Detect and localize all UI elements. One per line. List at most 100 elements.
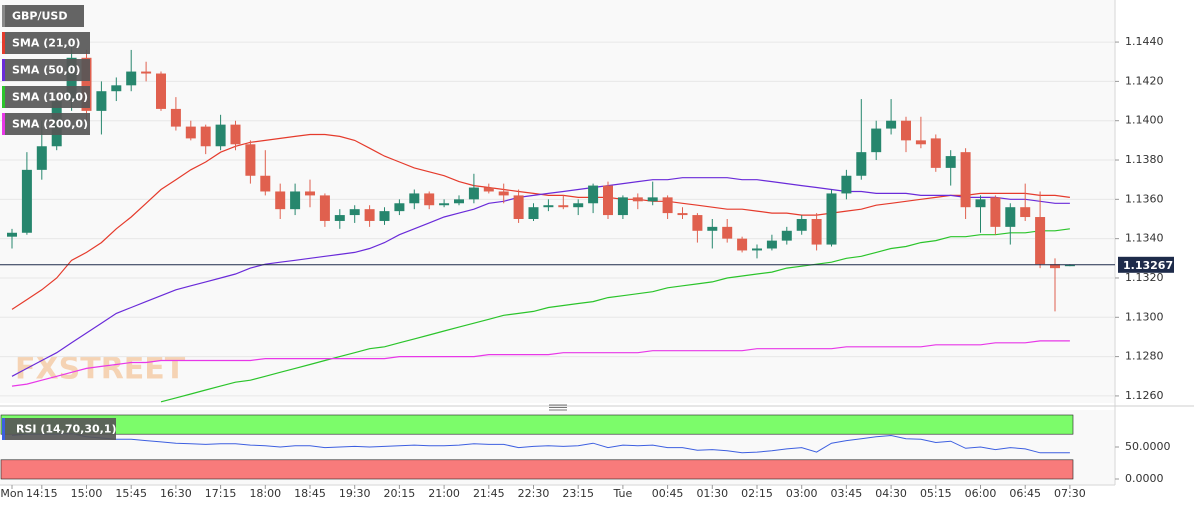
candle-body xyxy=(856,152,867,176)
candle-body xyxy=(781,230,792,241)
x-tick-label: 19:30 xyxy=(339,487,371,500)
x-tick-label: 22:30 xyxy=(518,487,550,500)
candle-body xyxy=(662,197,673,214)
candle-body xyxy=(558,205,569,208)
y-tick-label: 1.1260 xyxy=(1125,389,1164,402)
candle-body xyxy=(960,152,971,208)
candle-body xyxy=(617,197,628,216)
x-tick-label: 03:45 xyxy=(831,487,863,500)
candle-body xyxy=(841,175,852,194)
x-tick-label: 21:45 xyxy=(473,487,505,500)
candle-body xyxy=(707,226,718,231)
legend-swatch xyxy=(2,5,5,27)
candle-body xyxy=(245,144,256,176)
candle-body xyxy=(290,191,301,210)
candle-body xyxy=(945,156,956,168)
x-tick-label: 17:15 xyxy=(205,487,237,500)
rsi-marks xyxy=(11,433,1070,454)
candle-body xyxy=(826,193,837,245)
y-tick-label: 1.1300 xyxy=(1125,310,1164,323)
candle-body xyxy=(200,126,211,147)
grid xyxy=(0,41,1115,397)
candle-body xyxy=(573,203,584,208)
y-tick-label: 1.1380 xyxy=(1125,153,1164,166)
watermark: FXSTREET xyxy=(15,352,186,387)
candle-body xyxy=(871,128,882,153)
x-tick-label: 00:45 xyxy=(652,487,684,500)
x-tick-label: 07:30 xyxy=(1054,487,1086,500)
candle-body xyxy=(275,191,286,210)
candle-body xyxy=(886,120,897,129)
x-tick-label: 03:00 xyxy=(786,487,818,500)
x-tick-label: 14:15 xyxy=(26,487,58,500)
x-tick-label: 06:45 xyxy=(1009,487,1041,500)
candle-body xyxy=(930,138,941,168)
candle-body xyxy=(737,238,748,251)
x-tick-label: Tue xyxy=(613,487,633,500)
candle-body xyxy=(722,226,733,239)
last-price-label: 1.13267 xyxy=(1123,259,1173,272)
y-tick-label: 1.1360 xyxy=(1125,192,1164,205)
candle-body xyxy=(394,203,405,212)
candle-body xyxy=(692,215,703,231)
candle-body xyxy=(1005,207,1016,227)
candle-body xyxy=(21,169,32,233)
overbought-band xyxy=(0,414,1074,435)
candle-body xyxy=(439,203,450,206)
legend-label: RSI (14,70,30,1) xyxy=(16,423,116,436)
y-tick-label: 0.0000 xyxy=(1125,472,1164,485)
candle-body xyxy=(498,191,509,196)
separator-handle xyxy=(549,404,567,411)
candle-body xyxy=(632,197,643,202)
x-tick-label: 15:00 xyxy=(71,487,103,500)
candle-body xyxy=(170,108,181,127)
candle-body xyxy=(364,209,375,221)
candle-body xyxy=(111,85,122,92)
x-tick-label: 23:15 xyxy=(562,487,594,500)
legend-box xyxy=(2,86,90,108)
y-tick-label: 1.1420 xyxy=(1125,74,1164,87)
x-tick-label: 20:15 xyxy=(384,487,416,500)
candle-body xyxy=(752,248,762,251)
candle-body xyxy=(81,57,92,111)
candle-body xyxy=(409,193,420,204)
candle-body xyxy=(230,124,241,145)
candle-body xyxy=(215,124,226,147)
candle-body xyxy=(156,73,166,109)
legend-swatch xyxy=(2,86,5,108)
y-tick-label: 50.0000 xyxy=(1125,440,1171,453)
candle-body xyxy=(424,193,435,206)
legend-box xyxy=(2,5,84,27)
legend-label: SMA (200,0) xyxy=(12,118,88,131)
legend: GBP/USD SMA (21,0) SMA (50,0) SMA (100,0) SM… xyxy=(2,5,116,440)
candle-body xyxy=(185,126,196,139)
candle-body xyxy=(901,120,911,141)
candle-body xyxy=(126,71,137,86)
candle-body xyxy=(796,218,807,231)
x-tick-label: 04:30 xyxy=(875,487,907,500)
y-tick-label: 1.1320 xyxy=(1125,271,1164,284)
candle-body xyxy=(141,71,152,74)
x-tick-label: 18:45 xyxy=(294,487,326,500)
candle-body xyxy=(7,232,17,237)
legend-swatch xyxy=(2,418,5,440)
candle-body xyxy=(260,175,271,192)
legend-swatch xyxy=(2,113,5,135)
candle-body xyxy=(483,187,494,192)
candle-body xyxy=(349,209,360,216)
candle-body xyxy=(1020,207,1031,218)
candle-body xyxy=(96,91,107,111)
oversold-band xyxy=(0,459,1074,480)
x-tick-label: 16:30 xyxy=(160,487,192,500)
series-line xyxy=(160,228,1070,403)
candle-body xyxy=(975,199,986,208)
candle-body xyxy=(647,197,658,202)
x-tick-label: 21:00 xyxy=(428,487,460,500)
legend-box xyxy=(2,113,90,135)
candle-body xyxy=(990,197,1001,227)
candle-body xyxy=(1050,264,1060,269)
legend-label: GBP/USD xyxy=(12,10,67,23)
legend-label: SMA (50,0) xyxy=(12,64,80,77)
candle-body xyxy=(379,211,390,221)
